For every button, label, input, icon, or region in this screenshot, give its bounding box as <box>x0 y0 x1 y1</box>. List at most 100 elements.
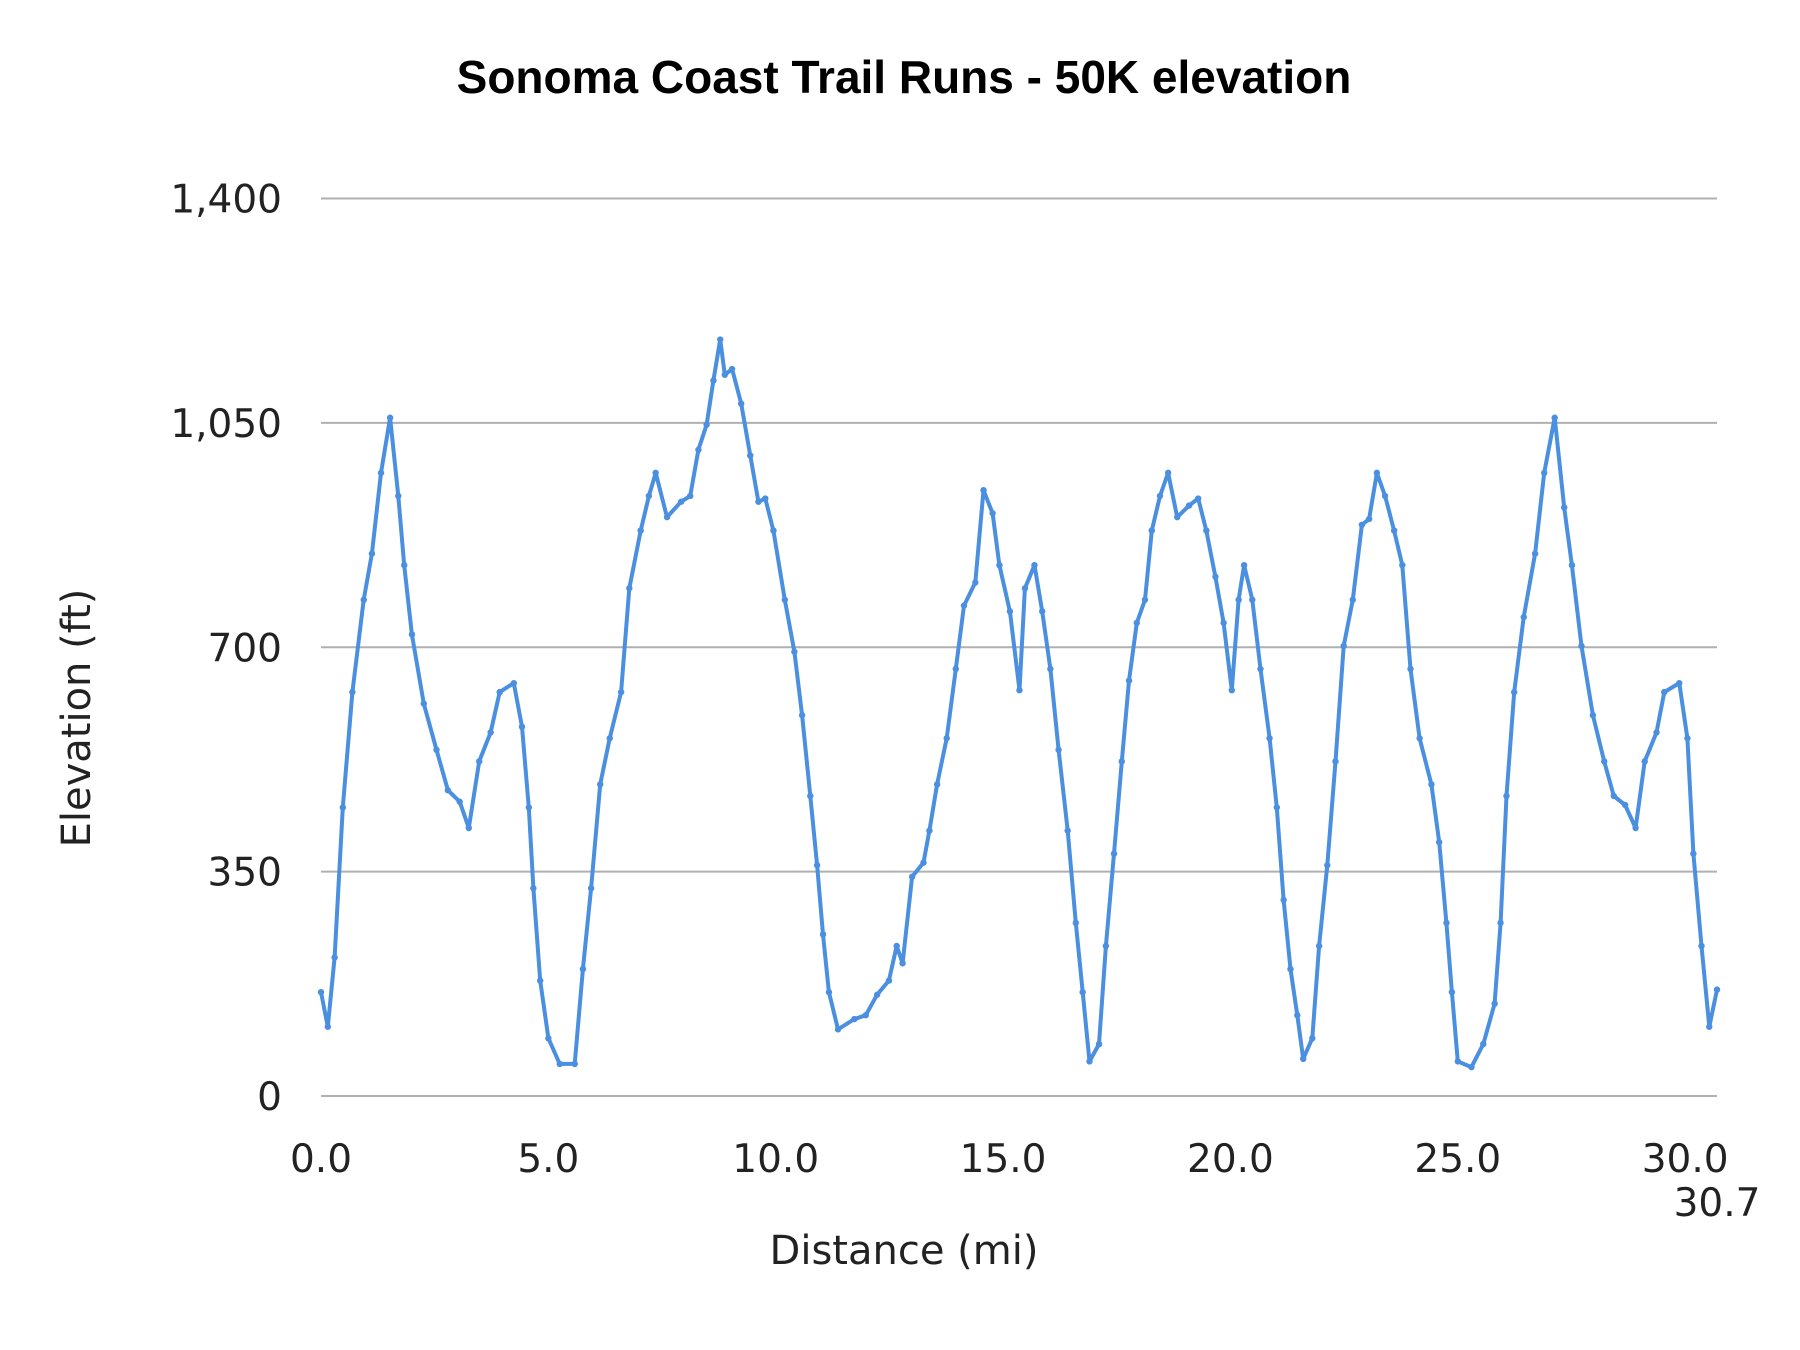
data-point <box>465 824 472 832</box>
data-point <box>1661 688 1668 696</box>
data-point <box>496 688 503 696</box>
data-point <box>1497 919 1504 927</box>
data-point <box>980 486 987 494</box>
x-tick-label: 25.0 <box>1414 1137 1501 1182</box>
data-point <box>476 758 483 765</box>
data-point <box>1102 942 1110 950</box>
data-point <box>487 729 494 736</box>
data-point <box>819 931 827 938</box>
data-point <box>1578 642 1585 650</box>
y-axis-ticks: 0 350 700 1,050 1,400 <box>170 178 282 1121</box>
data-point <box>710 377 717 384</box>
data-point <box>1531 550 1539 557</box>
x-axis-label: Distance (mi) <box>770 1228 1039 1274</box>
data-point <box>781 596 789 604</box>
data-point <box>1300 1055 1307 1063</box>
x-tick-label: 30.7 <box>1674 1181 1761 1226</box>
data-point <box>989 510 996 517</box>
data-point <box>885 977 893 984</box>
data-point <box>873 991 881 998</box>
data-point <box>1480 1040 1487 1048</box>
data-point <box>626 585 633 592</box>
data-point <box>617 688 625 696</box>
data-point <box>1006 608 1014 615</box>
data-point <box>1690 850 1697 857</box>
data-point <box>1021 585 1029 592</box>
data-point <box>798 712 806 719</box>
data-point <box>1257 665 1264 673</box>
data-point <box>687 492 694 500</box>
data-point <box>952 665 959 673</box>
data-point <box>1235 596 1242 604</box>
data-point <box>1365 515 1373 523</box>
data-point <box>1520 613 1527 621</box>
data-point <box>1240 561 1248 569</box>
y-axis-label: Elevation (ft) <box>54 589 100 848</box>
data-point <box>518 723 526 730</box>
data-point <box>579 965 587 973</box>
data-point <box>1148 527 1155 534</box>
data-point <box>637 527 644 534</box>
data-point <box>1287 965 1294 973</box>
chart-title: Sonoma Coast Trail Runs - 50K elevation <box>457 51 1352 103</box>
data-point <box>728 365 736 373</box>
series-line <box>319 337 1719 1070</box>
data-point <box>1713 986 1721 993</box>
data-point <box>1249 596 1256 604</box>
y-tick-label: 350 <box>208 851 282 896</box>
data-point <box>597 781 604 788</box>
data-point <box>530 885 537 892</box>
data-point <box>360 596 367 604</box>
data-point <box>933 781 941 788</box>
data-point <box>433 746 440 754</box>
data-point <box>1399 561 1406 569</box>
data-point <box>1568 561 1576 569</box>
data-point <box>1315 942 1323 950</box>
data-point <box>1125 677 1133 684</box>
data-point <box>1174 513 1181 521</box>
data-point <box>510 679 518 687</box>
data-point <box>770 527 777 534</box>
x-tick-label: 0.0 <box>290 1137 352 1182</box>
data-point <box>851 1015 858 1023</box>
data-point <box>1016 687 1023 694</box>
data-point <box>1561 504 1568 511</box>
series-points <box>317 336 1721 1071</box>
data-point <box>1610 792 1617 800</box>
data-point <box>456 798 463 805</box>
data-point <box>834 1026 842 1033</box>
data-point <box>1086 1058 1093 1065</box>
data-point <box>893 942 900 950</box>
data-point <box>545 1035 552 1042</box>
data-point <box>1510 688 1518 696</box>
data-point <box>1079 988 1086 996</box>
data-point <box>1309 1035 1316 1042</box>
data-point <box>1541 469 1548 477</box>
data-point <box>960 602 968 609</box>
data-point <box>1381 492 1389 500</box>
data-point <box>1589 712 1597 719</box>
data-point <box>1653 729 1660 736</box>
data-point <box>943 735 950 742</box>
data-point <box>401 561 408 569</box>
data-point <box>1448 988 1456 996</box>
data-point <box>813 862 821 869</box>
data-point <box>1706 1023 1713 1030</box>
data-point <box>556 1060 563 1068</box>
data-point <box>1349 596 1356 604</box>
data-point <box>1203 527 1210 534</box>
data-point <box>862 1012 869 1019</box>
data-point <box>1220 619 1227 627</box>
data-point <box>645 492 653 500</box>
data-point <box>972 579 979 586</box>
y-tick-label: 700 <box>208 626 282 671</box>
data-point <box>1601 758 1608 765</box>
data-point <box>807 792 814 800</box>
data-point <box>1373 469 1381 477</box>
data-point <box>1676 679 1683 687</box>
data-point <box>420 700 427 707</box>
gridlines <box>321 197 1717 1097</box>
data-point <box>1141 596 1149 604</box>
x-tick-label: 30.0 <box>1642 1137 1729 1182</box>
